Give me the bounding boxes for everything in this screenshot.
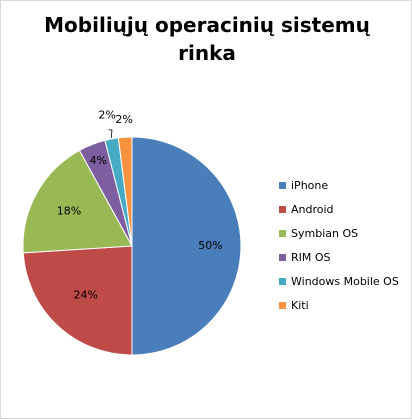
legend-item-windows-mobile-os: Windows Mobile OS bbox=[279, 273, 409, 297]
pie-slice-1 bbox=[131, 136, 242, 356]
data-label-5: 2% bbox=[98, 108, 115, 121]
legend: iPhone Android Symbian OS RIM OS Windows… bbox=[279, 177, 409, 321]
legend-swatch bbox=[279, 181, 286, 189]
legend-item-iphone: iPhone bbox=[279, 177, 409, 201]
legend-swatch bbox=[279, 229, 286, 237]
legend-swatch bbox=[279, 301, 286, 309]
legend-label: Symbian OS bbox=[291, 227, 359, 240]
leader-line bbox=[108, 129, 113, 138]
data-label-3: 18% bbox=[57, 204, 81, 217]
legend-swatch bbox=[279, 205, 286, 213]
legend-label: RIM OS bbox=[291, 251, 331, 264]
pie-slice-6 bbox=[117, 136, 133, 247]
pie-slice-3 bbox=[22, 149, 133, 254]
data-label-6: 2% bbox=[115, 113, 132, 126]
legend-item-kiti: Kiti bbox=[279, 297, 409, 321]
pie-slice-2 bbox=[22, 245, 133, 356]
chart-title-line-1: Mobiliųjų operacinių sistemų bbox=[44, 13, 370, 37]
legend-label: Kiti bbox=[291, 299, 309, 312]
legend-item-android: Android bbox=[279, 201, 409, 225]
data-label-2: 24% bbox=[73, 288, 97, 301]
data-label-1: 50% bbox=[198, 239, 222, 252]
legend-swatch bbox=[279, 253, 286, 261]
chart-title: Mobiliųjų operacinių sistemų rinka bbox=[1, 11, 412, 67]
legend-item-symbian-os: Symbian OS bbox=[279, 225, 409, 249]
legend-label: Windows Mobile OS bbox=[291, 275, 399, 288]
data-label-4: 4% bbox=[90, 154, 107, 167]
legend-label: Android bbox=[291, 203, 334, 216]
legend-label: iPhone bbox=[291, 179, 329, 192]
legend-item-rim-os: RIM OS bbox=[279, 249, 409, 273]
chart-title-line-2: rinka bbox=[178, 41, 236, 65]
legend-swatch bbox=[279, 277, 286, 285]
